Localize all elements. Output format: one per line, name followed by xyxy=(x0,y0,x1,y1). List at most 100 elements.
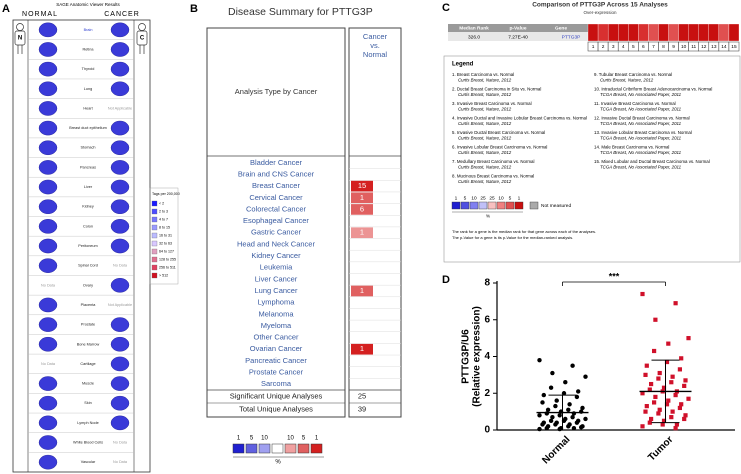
note: No Data xyxy=(113,460,128,464)
legend-label: 256 to 511 xyxy=(159,265,176,269)
point xyxy=(554,398,559,403)
point xyxy=(669,380,674,385)
scale-swatch xyxy=(232,443,245,454)
point xyxy=(540,400,545,405)
value-bar xyxy=(448,32,588,41)
legend-swatch xyxy=(151,216,158,223)
analysis-source: Curtis Breast, Nature, 2012 xyxy=(458,107,512,112)
panel-letter: A xyxy=(2,3,10,15)
scale-swatch xyxy=(284,443,297,454)
y-tick-label: 2 xyxy=(484,388,490,399)
tissue-icon xyxy=(110,395,130,411)
point xyxy=(683,378,688,383)
cancer-type: Ovarian Cancer xyxy=(250,344,303,353)
tissue-icon xyxy=(110,238,130,254)
analysis-source: TCGA Breast, No Associated Paper, 2011 xyxy=(600,150,682,155)
point xyxy=(677,367,682,372)
heat-cell xyxy=(587,23,599,42)
legend-label: 8 to 15 xyxy=(159,225,170,229)
point xyxy=(649,381,654,387)
cancer-type: Lymphoma xyxy=(258,298,296,307)
point xyxy=(657,370,662,376)
cancer-type: Head and Neck Cancer xyxy=(237,239,315,248)
header-bar xyxy=(448,24,588,32)
count-cell xyxy=(351,192,373,204)
analysis-title: 2. Ductal Breast Carcinoma in Situ vs. N… xyxy=(452,87,541,92)
point xyxy=(660,422,665,427)
cancer-type: Pancreatic Cancer xyxy=(245,356,307,365)
column-number: 7 xyxy=(652,44,655,50)
cancer-type: Melanoma xyxy=(258,309,294,318)
heat-cell xyxy=(607,23,619,42)
point xyxy=(682,383,687,388)
tissue-icon xyxy=(38,238,58,254)
point xyxy=(553,422,558,427)
cancer-type: Esophageal Cancer xyxy=(243,216,309,225)
panel-subtitle: Over-expression xyxy=(583,10,617,15)
scale-swatch xyxy=(487,201,497,210)
analysis-source: TCGA Breast, No Associated Paper, 2011 xyxy=(600,165,682,170)
point xyxy=(545,407,551,412)
scale-label: 10 xyxy=(471,195,477,201)
analysis-title: 15. Mixed Lobular and Ductal Breast Carc… xyxy=(594,159,710,164)
tissue-icon xyxy=(110,199,130,214)
tissue-label: Lymph Node xyxy=(77,421,98,425)
point xyxy=(656,411,661,416)
point xyxy=(661,418,667,423)
tissue-label: Stomach xyxy=(81,146,96,150)
scale-swatch xyxy=(245,443,258,454)
point xyxy=(580,405,585,411)
panel-letter: C xyxy=(442,2,450,14)
point xyxy=(673,426,678,431)
scale-unit: % xyxy=(275,460,281,466)
count-cell xyxy=(351,285,373,297)
point xyxy=(550,370,555,376)
tissue-icon xyxy=(38,22,58,38)
point xyxy=(566,424,571,429)
analysis-source: Curtis Breast, Nature, 2012 xyxy=(458,92,512,97)
heat-cell xyxy=(688,23,699,42)
legend-label: < 2 xyxy=(159,201,164,205)
scale-swatch xyxy=(514,201,524,210)
y-tick-label: 6 xyxy=(484,314,490,325)
heat-cell xyxy=(648,23,659,42)
analysis-title: 3. Invasive Breast Carcinoma vs. Normal xyxy=(452,101,532,106)
note: No Data xyxy=(41,362,56,366)
point xyxy=(673,301,678,306)
column-number: 9 xyxy=(672,44,675,50)
tissue-label: Peritoneum xyxy=(78,244,97,248)
figure-head xyxy=(16,23,24,31)
count-cell xyxy=(351,180,373,192)
column-number: 14 xyxy=(721,44,727,50)
analysis-source: TCGA Breast, No Associated Paper, 2011 xyxy=(600,92,682,97)
scale-label: 5 xyxy=(302,436,306,442)
analysis-source: Curtis Breast, Nature, 2012 xyxy=(600,78,654,83)
point xyxy=(653,317,658,322)
heat-cell xyxy=(638,23,649,42)
legend-label: 128 to 255 xyxy=(159,257,176,261)
figure-head xyxy=(138,23,146,31)
point xyxy=(544,425,549,431)
note: The p-Value for a gene is its p-Value fo… xyxy=(452,235,573,240)
column-number: 4 xyxy=(622,44,625,50)
point xyxy=(652,400,657,405)
point xyxy=(686,396,691,401)
count-value: 1 xyxy=(360,228,364,237)
panel-title: SAGE Anatomic Viewer Results xyxy=(56,2,120,7)
summary-value: 39 xyxy=(358,404,366,413)
point xyxy=(576,389,581,394)
heat-cell xyxy=(668,23,679,42)
tissue-icon xyxy=(38,454,58,470)
legend-label: 2 to 3 xyxy=(159,209,168,213)
point xyxy=(649,416,654,422)
legend-label: 64 to 127 xyxy=(159,249,174,253)
legend-swatch xyxy=(151,224,158,231)
tissue-label: Thyroid xyxy=(82,67,95,71)
scale-swatch xyxy=(297,443,310,454)
cancer-type: Gastric Cancer xyxy=(251,228,302,237)
tissue-icon xyxy=(38,415,58,431)
point xyxy=(537,413,542,418)
point xyxy=(653,394,658,400)
tissue-icon xyxy=(38,336,58,352)
tissue-icon xyxy=(110,415,130,431)
